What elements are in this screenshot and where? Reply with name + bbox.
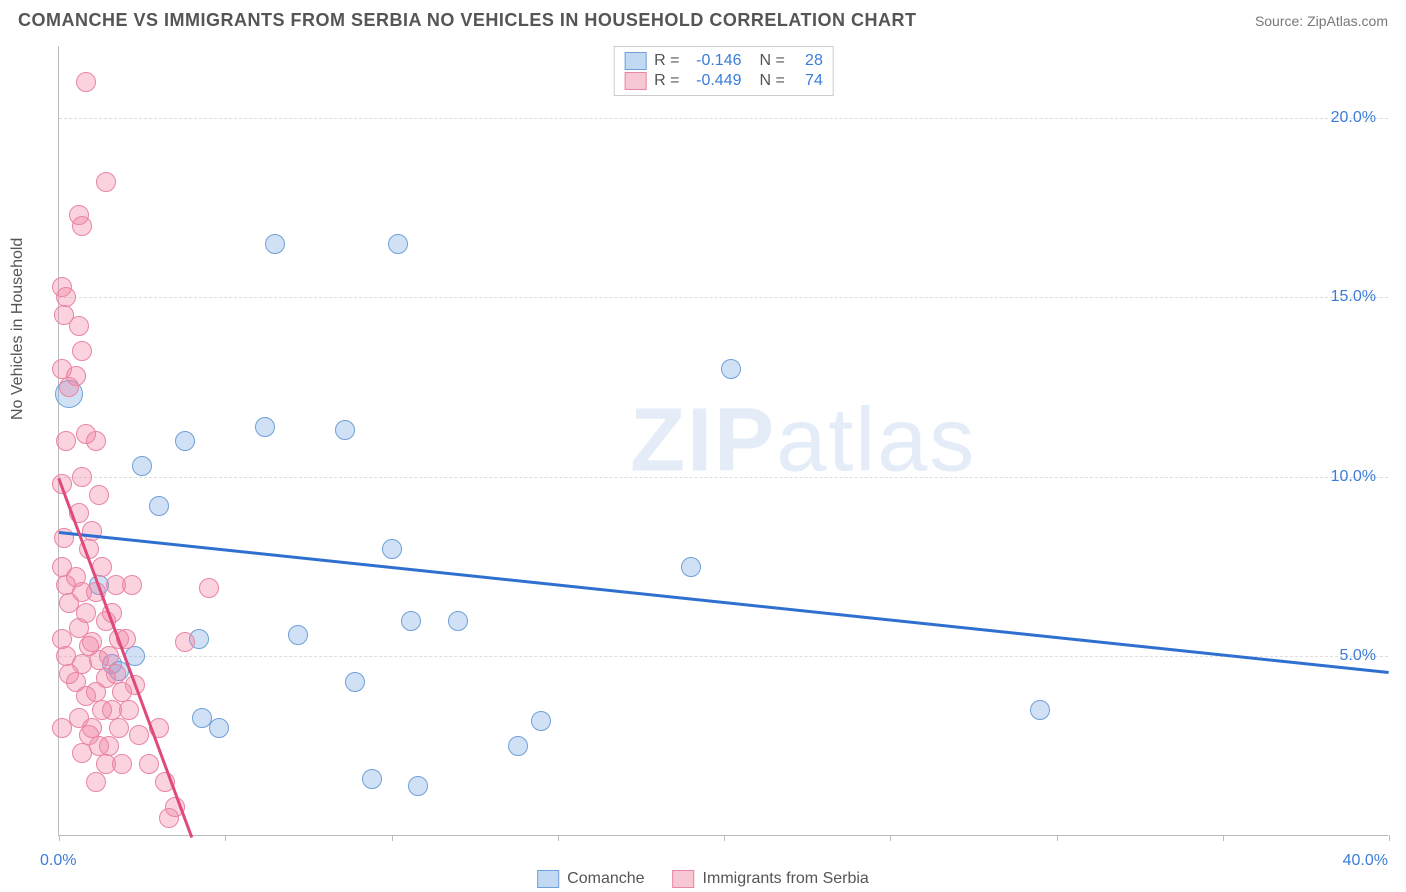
data-point [76,72,96,92]
data-point [56,431,76,451]
data-point [96,172,116,192]
data-point [99,736,119,756]
data-point [531,711,551,731]
data-point [345,672,365,692]
watermark-prefix: ZIP [630,390,776,490]
x-tick [1389,835,1390,841]
data-point [72,341,92,361]
data-point [175,431,195,451]
data-point [1030,700,1050,720]
data-point [382,539,402,559]
gridline [59,656,1388,657]
data-point [401,611,421,631]
scatter-chart: ZIPatlas R = -0.146 N = 28 R = -0.449 N = 74 5.… [58,46,1388,836]
trend-line [59,531,1389,674]
r-label: R = [654,72,679,90]
data-point [72,216,92,236]
n-value: 28 [793,52,823,70]
n-label: N = [760,72,785,90]
data-point [265,234,285,254]
x-tick [890,835,891,841]
legend-swatch [624,52,646,70]
n-value: 74 [793,72,823,90]
data-point [86,772,106,792]
y-axis-label: No Vehicles in Household [9,238,27,420]
data-point [175,632,195,652]
data-point [255,417,275,437]
gridline [59,297,1388,298]
legend-label: Comanche [567,870,644,888]
x-origin-label: 0.0% [40,852,76,870]
data-point [109,718,129,738]
x-tick [1057,835,1058,841]
data-point [89,485,109,505]
data-point [199,578,219,598]
x-tick [59,835,60,841]
watermark-suffix: atlas [776,390,976,490]
data-point [122,575,142,595]
data-point [681,557,701,577]
data-point [288,625,308,645]
data-point [72,467,92,487]
data-point [508,736,528,756]
chart-title: COMANCHE VS IMMIGRANTS FROM SERBIA NO VE… [18,10,917,31]
watermark: ZIPatlas [630,389,976,492]
data-point [149,496,169,516]
data-point [66,366,86,386]
legend-swatch [673,870,695,888]
legend-item: Comanche [537,870,644,888]
data-point [209,718,229,738]
data-point [335,420,355,440]
y-tick-label: 10.0% [1331,468,1376,486]
legend-row: R = -0.449 N = 74 [624,71,823,91]
r-label: R = [654,52,679,70]
legend-swatch [624,72,646,90]
data-point [408,776,428,796]
data-point [112,754,132,774]
x-tick [392,835,393,841]
source-label: Source: ZipAtlas.com [1255,13,1388,29]
x-end-label: 40.0% [1343,852,1388,870]
data-point [119,700,139,720]
data-point [159,808,179,828]
y-tick-label: 20.0% [1331,109,1376,127]
chart-header: COMANCHE VS IMMIGRANTS FROM SERBIA NO VE… [0,0,1406,37]
data-point [362,769,382,789]
x-tick [1223,835,1224,841]
data-point [132,456,152,476]
x-tick [225,835,226,841]
y-tick-label: 15.0% [1331,288,1376,306]
legend-label: Immigrants from Serbia [703,870,869,888]
series-legend: Comanche Immigrants from Serbia [537,870,869,888]
data-point [388,234,408,254]
r-value: -0.146 [688,52,742,70]
r-value: -0.449 [688,72,742,90]
legend-swatch [537,870,559,888]
x-tick [558,835,559,841]
x-tick [724,835,725,841]
data-point [86,431,106,451]
gridline [59,118,1388,119]
legend-row: R = -0.146 N = 28 [624,51,823,71]
data-point [69,316,89,336]
data-point [448,611,468,631]
legend-item: Immigrants from Serbia [673,870,869,888]
data-point [56,287,76,307]
data-point [139,754,159,774]
data-point [129,725,149,745]
n-label: N = [760,52,785,70]
y-tick-label: 5.0% [1340,647,1376,665]
data-point [721,359,741,379]
correlation-legend: R = -0.146 N = 28 R = -0.449 N = 74 [613,46,834,96]
